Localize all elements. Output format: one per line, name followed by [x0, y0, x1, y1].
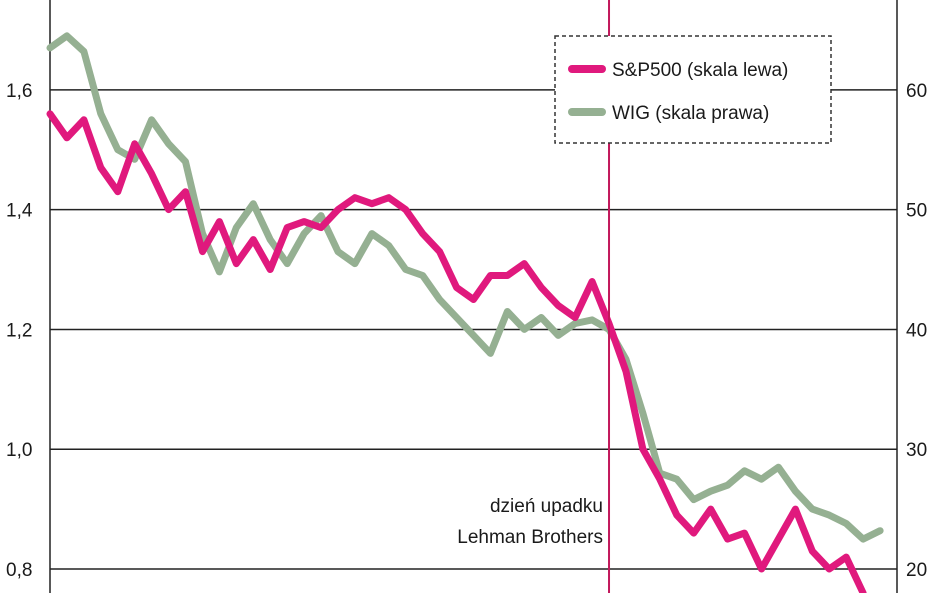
annotation-label: Lehman Brothers [457, 527, 603, 548]
y-right-tick-label: 50 [906, 201, 927, 222]
y-right-tick-label: 30 [906, 440, 927, 461]
y-left-tick-label: 1,6 [6, 81, 32, 102]
annotation-label: dzień upadku [490, 496, 603, 517]
legend-label-sp500: S&P500 (skala lewa) [612, 60, 788, 81]
legend: S&P500 (skala lewa) WIG (skala prawa) [554, 35, 832, 144]
annotation-layer: dzień upadku Lehman Brothers [457, 0, 611, 593]
series-line-wig [46, 32, 884, 543]
y-left-tick-label: 0,8 [6, 560, 32, 581]
y-left-tick-label: 1,0 [6, 440, 32, 461]
labels-layer: 0,8 1,0 1,2 1,4 1,6 20 30 40 50 60 [6, 81, 927, 581]
series-line-sp500 [46, 110, 867, 593]
legend-label-wig: WIG (skala prawa) [612, 103, 769, 124]
y-left-tick-label: 1,2 [6, 320, 32, 341]
legend-frame [554, 35, 832, 144]
series-layer [46, 32, 884, 593]
y-right-tick-label: 60 [906, 81, 927, 102]
y-right-tick-label: 40 [906, 320, 927, 341]
y-left-tick-label: 1,4 [6, 201, 33, 222]
y-right-tick-label: 20 [906, 560, 927, 581]
